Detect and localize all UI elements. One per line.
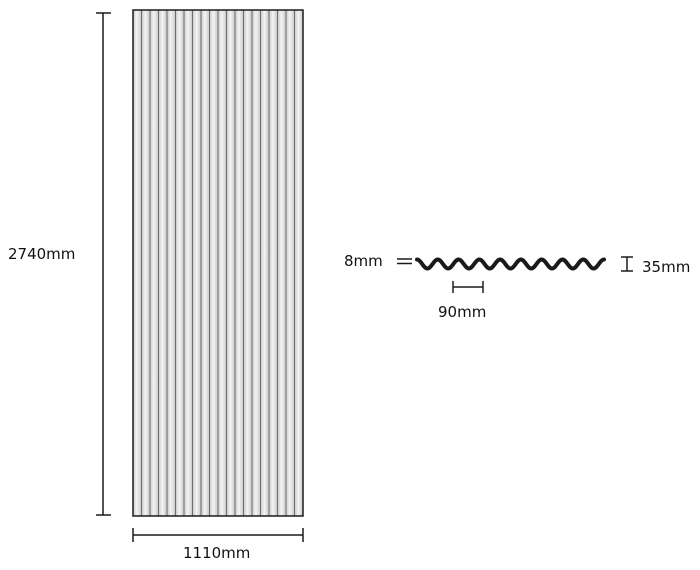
- sheet-rib: [235, 10, 244, 516]
- sheet-rib: [252, 10, 261, 516]
- sheet-rib: [243, 10, 252, 516]
- sheet-rib: [158, 10, 167, 516]
- sheet-rib: [226, 10, 235, 516]
- sheet-rib: [277, 10, 286, 516]
- sheet-outline: [132, 9, 304, 517]
- sheet-rib: [167, 10, 176, 516]
- sheet-rib: [175, 10, 184, 516]
- pitch-label: 90mm: [438, 303, 487, 321]
- sheet-rib: [269, 10, 278, 516]
- sheet-rib: [141, 10, 150, 516]
- sheet-rib: [150, 10, 159, 516]
- sheet-rib: [192, 10, 201, 516]
- sheet-rib: [260, 10, 269, 516]
- depth-label: 35mm: [642, 258, 691, 276]
- corrugated-sheet: [132, 9, 304, 517]
- sheet-rib: [209, 10, 218, 516]
- sheet-rib: [133, 10, 142, 516]
- thickness-label: 8mm: [344, 252, 383, 270]
- sheet-rib: [184, 10, 193, 516]
- sheet-rib: [294, 10, 303, 516]
- sheet-rib: [286, 10, 295, 516]
- height-label: 2740mm: [8, 245, 76, 263]
- corrugation-profile: [415, 257, 606, 271]
- sheet-rib: [218, 10, 227, 516]
- sheet-rib: [201, 10, 210, 516]
- width-label: 1110mm: [183, 544, 251, 562]
